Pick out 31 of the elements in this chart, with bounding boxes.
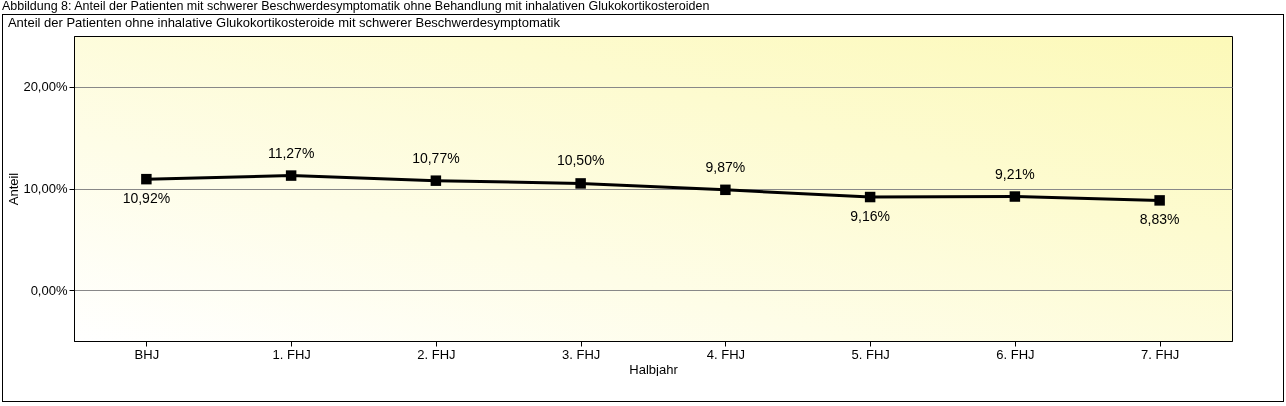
chart-title: Abbildung 8: Anteil der Patienten mit schwerer Beschwerdesymptomatik ohne Behandlung mit inhalativen Glukokortikosteroiden — [1, 0, 711, 14]
point — [141, 173, 152, 185]
data-label: 8,83% — [1139, 211, 1180, 228]
x-axis-title: Halbjahr — [629, 361, 679, 377]
point — [864, 191, 876, 203]
data-label: 10,50% — [556, 152, 605, 169]
data-label: 10,77% — [412, 149, 460, 166]
point — [285, 170, 297, 181]
point — [720, 184, 731, 196]
y-tick-label: 10,00% — [23, 181, 68, 196]
x-tick-label: 6. FHJ — [996, 346, 1035, 362]
x-tick-label: 3. FHJ — [561, 346, 601, 362]
data-label: 10,92% — [122, 190, 171, 207]
point — [575, 178, 586, 189]
chart-subtitle: Anteil der Patienten ohne inhalative Glukokortikosteroide mit schwerer Beschwerdesymptomatik — [7, 15, 561, 30]
x-tick-label: 5. FHJ — [851, 346, 890, 362]
x-tick-label: BHJ — [134, 346, 160, 362]
data-label: 9,87% — [705, 158, 746, 175]
x-tick-label: 4. FHJ — [706, 346, 746, 362]
data-label: 11,27% — [267, 144, 315, 161]
x-tick-label: 1. FHJ — [272, 346, 311, 362]
y-tick-label: 0,00% — [30, 282, 68, 298]
y-tick-label: 20,00% — [23, 79, 68, 95]
point — [1154, 195, 1165, 206]
point — [430, 175, 442, 186]
y-axis-title: Anteil — [6, 172, 22, 206]
x-tick-label: 2. FHJ — [417, 346, 456, 362]
x-tick-label: 7. FHJ — [1140, 346, 1180, 362]
data-label: 9,21% — [995, 165, 1035, 182]
point — [1009, 191, 1021, 202]
data-label: 9,16% — [850, 208, 890, 225]
